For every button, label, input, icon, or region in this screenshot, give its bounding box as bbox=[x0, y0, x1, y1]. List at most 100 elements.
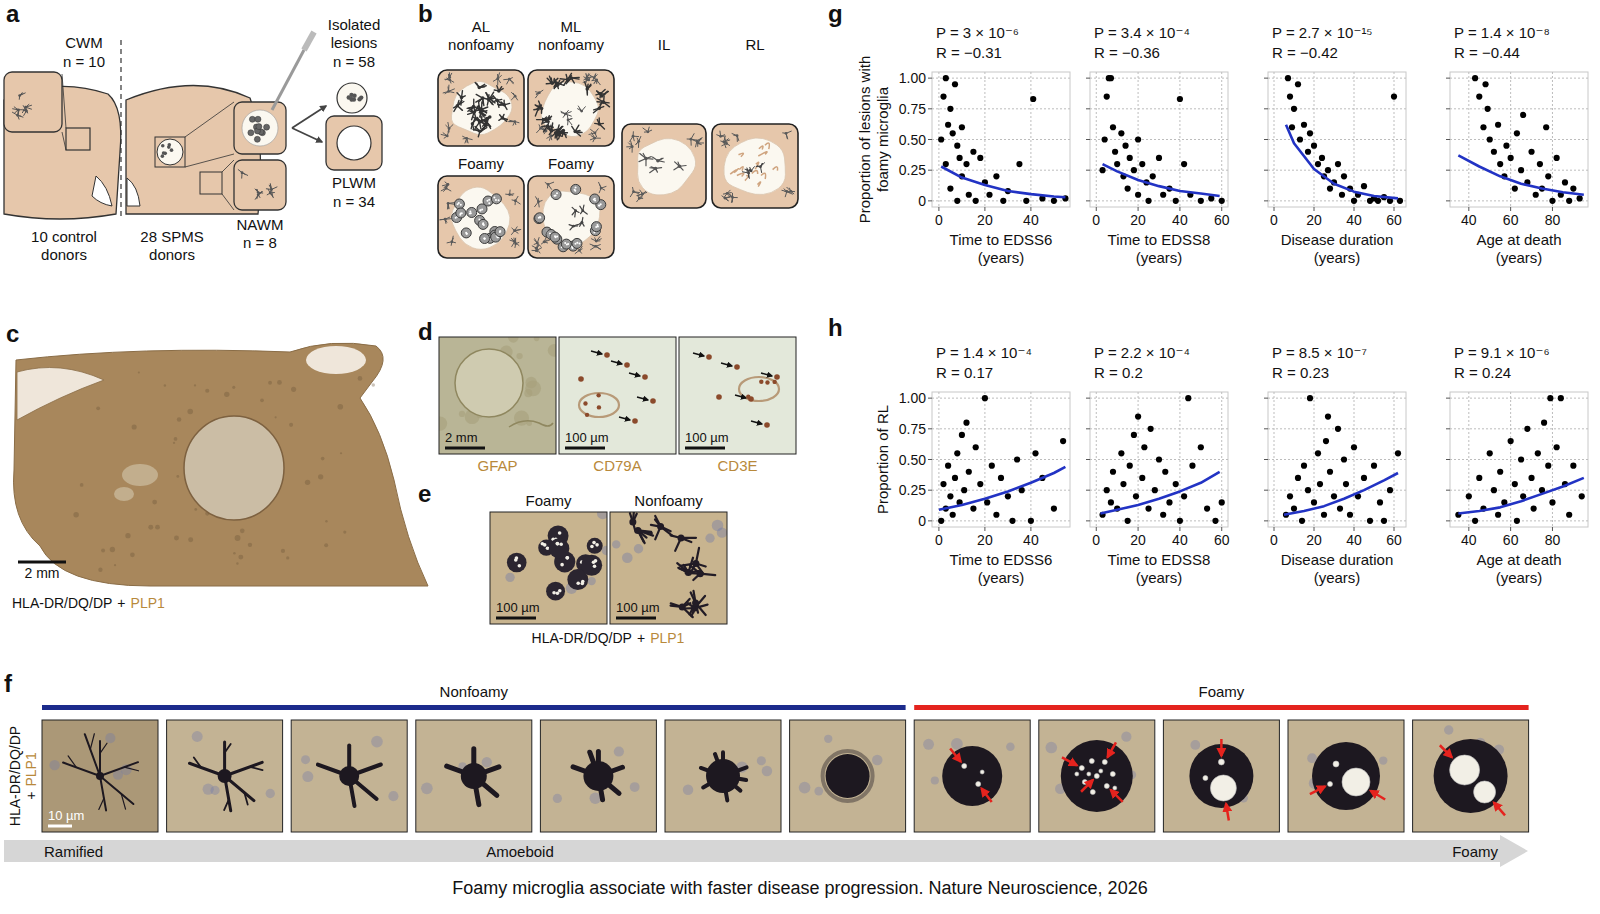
foamy-cell bbox=[549, 538, 569, 558]
vacuole bbox=[499, 230, 501, 232]
vacuole bbox=[1099, 769, 1103, 773]
microglia-process bbox=[486, 93, 490, 99]
foamy-cell bbox=[495, 227, 505, 237]
data-point bbox=[1162, 469, 1168, 475]
arrow bbox=[1220, 739, 1223, 756]
image-background bbox=[679, 337, 796, 454]
lesion bbox=[184, 416, 284, 520]
scale-bar-label: 2 mm bbox=[25, 565, 60, 581]
microglia-body bbox=[495, 99, 499, 103]
vacuole bbox=[469, 212, 471, 214]
texture bbox=[194, 384, 196, 386]
cell bbox=[350, 97, 354, 101]
scale-bar-label: 100 µm bbox=[685, 430, 729, 445]
data-point bbox=[940, 481, 946, 487]
micrograph bbox=[1413, 720, 1529, 832]
microglia-body bbox=[634, 527, 641, 534]
data-point bbox=[1495, 512, 1501, 518]
stain-part: + bbox=[23, 792, 39, 800]
vacuole bbox=[962, 764, 967, 769]
tick-y bbox=[1264, 520, 1268, 521]
texture bbox=[155, 525, 160, 530]
data-point bbox=[1108, 499, 1114, 505]
data-point bbox=[943, 75, 949, 81]
grid-line-x bbox=[1030, 392, 1031, 527]
tick-y bbox=[928, 428, 932, 429]
data-point bbox=[1311, 143, 1317, 149]
microglia-body bbox=[695, 139, 698, 142]
caption: Foamy microglia associate with faster di… bbox=[452, 878, 1147, 898]
texture bbox=[232, 386, 235, 389]
x-tick-label: 40 bbox=[1461, 212, 1477, 228]
vacuole bbox=[1094, 774, 1099, 779]
annotation: P = 3 × 10⁻⁶ bbox=[936, 24, 1019, 41]
data-point bbox=[1285, 75, 1291, 81]
data-point bbox=[1319, 155, 1325, 161]
tick-y bbox=[1264, 428, 1268, 429]
arrow bbox=[1494, 803, 1505, 816]
data-point bbox=[947, 185, 953, 191]
data-point bbox=[1148, 426, 1154, 432]
nucleus bbox=[683, 785, 693, 795]
fibrosis bbox=[739, 153, 744, 157]
image-frame bbox=[559, 337, 676, 454]
grid-line-x bbox=[1552, 392, 1553, 527]
data-point bbox=[1547, 395, 1553, 401]
grid-line-y bbox=[1268, 490, 1406, 491]
tick-y bbox=[1264, 200, 1268, 201]
isolated-lesion bbox=[337, 83, 367, 113]
annotation: P = 8.5 × 10⁻⁷ bbox=[1272, 344, 1367, 361]
data-point bbox=[1395, 450, 1401, 456]
microglia-body bbox=[456, 104, 460, 108]
vacuole bbox=[483, 224, 485, 226]
microglia-body bbox=[543, 241, 546, 244]
microglia-body bbox=[632, 190, 635, 193]
vacuole bbox=[558, 531, 562, 535]
fibrosis bbox=[739, 167, 743, 171]
data-point bbox=[1135, 136, 1141, 142]
label: 10 controldonors bbox=[31, 228, 97, 263]
text-line: Age at death bbox=[1476, 231, 1561, 248]
microglia-body bbox=[448, 127, 451, 130]
vacuole bbox=[575, 186, 577, 188]
data-point bbox=[1566, 198, 1572, 204]
tick-y bbox=[1086, 520, 1090, 521]
foamy-cell bbox=[507, 553, 527, 573]
grid-line-y bbox=[932, 490, 1070, 491]
data-point bbox=[952, 475, 958, 481]
data-point bbox=[1181, 493, 1187, 499]
microglia-body bbox=[270, 188, 273, 191]
data-point bbox=[1198, 444, 1204, 450]
vacuole bbox=[488, 199, 490, 201]
arrow bbox=[1440, 745, 1452, 757]
plot-frame bbox=[932, 392, 1070, 527]
data-point bbox=[1341, 173, 1347, 179]
x-axis-title: Disease duration(years) bbox=[1281, 231, 1394, 266]
microglia-body bbox=[567, 118, 570, 121]
texture bbox=[73, 512, 78, 517]
data-point bbox=[1289, 124, 1295, 130]
process bbox=[99, 798, 104, 809]
grid-line-y bbox=[932, 428, 1070, 429]
x-tick-label: 20 bbox=[1306, 212, 1322, 228]
progression-label: Ramified bbox=[44, 843, 103, 860]
image-label: Nonfoamy bbox=[634, 492, 703, 509]
fit-line bbox=[939, 467, 1066, 510]
lesion bbox=[541, 82, 598, 137]
data-point bbox=[950, 130, 956, 136]
data-point bbox=[1104, 487, 1110, 493]
foamy-cell bbox=[587, 538, 603, 554]
microglia-body bbox=[593, 137, 596, 140]
tick-x bbox=[1354, 527, 1355, 531]
vacuole bbox=[499, 231, 501, 233]
data-point bbox=[1219, 499, 1225, 505]
nucleus bbox=[630, 782, 640, 792]
cell-halo bbox=[823, 751, 873, 801]
lesion-box bbox=[528, 70, 614, 146]
data-point bbox=[1495, 122, 1501, 128]
image-frame bbox=[167, 720, 283, 832]
x-tick-label: 20 bbox=[977, 532, 993, 548]
vacuole bbox=[556, 542, 560, 546]
x-tick-label: 0 bbox=[1092, 532, 1100, 548]
vacuole bbox=[578, 242, 580, 244]
